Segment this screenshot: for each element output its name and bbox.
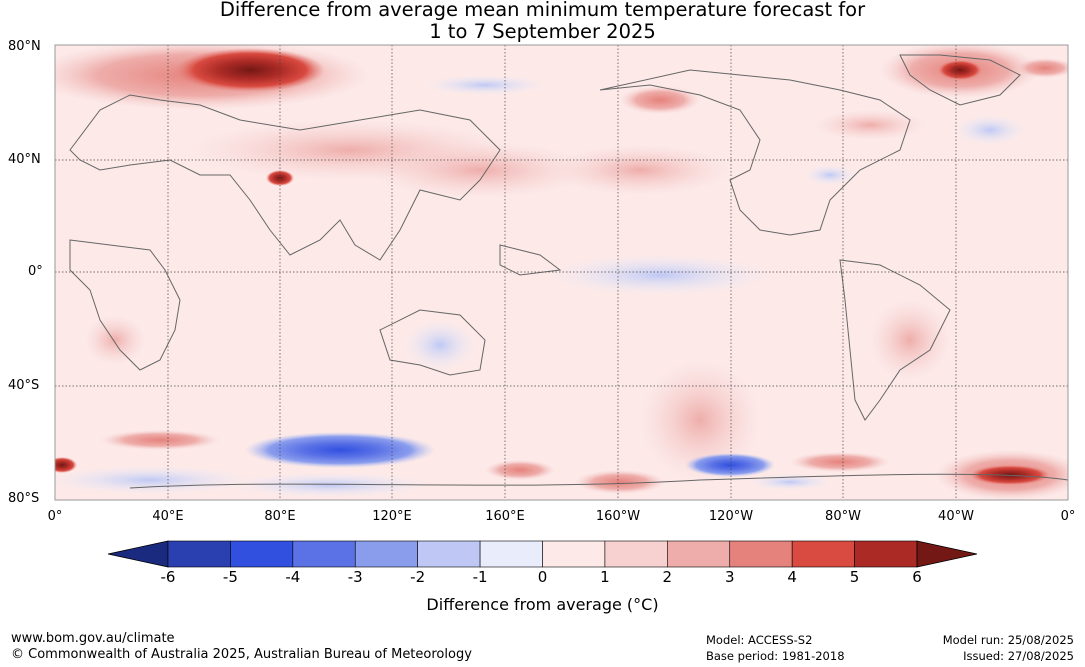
- colorbar-segment: [667, 540, 731, 568]
- lon-label-40w: 40°W: [938, 509, 974, 524]
- lon-label-80w: 80°W: [825, 509, 861, 524]
- footer-model-run: Model run: 25/08/2025: [942, 633, 1074, 647]
- lon-label-120e: 120°E: [372, 509, 412, 524]
- lat-label-40n: 40°N: [8, 152, 41, 167]
- lon-label-160e: 160°E: [485, 509, 525, 524]
- colorbar-label: Difference from average (°C): [426, 595, 659, 614]
- footer-base-period: Base period: 1981-2018: [706, 649, 845, 663]
- lon-label-40e: 40°E: [152, 509, 184, 524]
- anomaly-field: [55, 45, 1068, 500]
- map-frame: [54, 44, 1069, 501]
- colorbar-tick-label: -6: [160, 568, 176, 586]
- lat-label-80n: 80°N: [8, 39, 41, 54]
- colorbar-tick-label: 3: [724, 568, 735, 586]
- colorbar-tick-label: -1: [472, 568, 488, 586]
- colorbar-tick-label: 2: [662, 568, 673, 586]
- colorbar-segment: [791, 540, 855, 568]
- colorbar-segment: [292, 540, 356, 568]
- colorbar-segment: [354, 540, 418, 568]
- colorbar-segment: [479, 540, 543, 568]
- colorbar-segment: [230, 540, 294, 568]
- graticule: [55, 45, 1068, 500]
- chart-title-line-2: 1 to 7 September 2025: [429, 20, 656, 43]
- colorbar-segment: [854, 540, 918, 568]
- lat-label-0: 0°: [28, 264, 43, 279]
- colorbar-tick-label: -2: [410, 568, 426, 586]
- colorbar-tick-label: 5: [849, 568, 860, 586]
- colorbar-arrow-high: [916, 540, 978, 568]
- colorbar-tick-label: 0: [537, 568, 548, 586]
- lon-label-0-left: 0°: [47, 509, 63, 524]
- footer-model: Model: ACCESS-S2: [706, 633, 813, 647]
- colorbar-tick-label: -4: [285, 568, 301, 586]
- colorbar-tick-label: -3: [347, 568, 363, 586]
- colorbar-tick-label: 1: [600, 568, 610, 586]
- footer-url: www.bom.gov.au/climate: [11, 631, 175, 646]
- colorbar-tick-label: -5: [222, 568, 238, 586]
- colorbar-tick-label: 4: [787, 568, 797, 586]
- colorbar-segment: [542, 540, 606, 568]
- lon-label-80e: 80°E: [264, 509, 296, 524]
- footer-issued: Issued: 27/08/2025: [963, 649, 1074, 663]
- coastlines: [69, 54, 1068, 489]
- colorbar-segment: [604, 540, 668, 568]
- lat-label-40s: 40°S: [8, 378, 40, 393]
- chart-title-line-1: Difference from average mean minimum tem…: [219, 0, 866, 21]
- footer-copyright: © Commonwealth of Australia 2025, Austra…: [11, 647, 472, 662]
- colorbar-arrow-low: [107, 540, 169, 568]
- colorbar-segment: [729, 540, 793, 568]
- lat-label-80s: 80°S: [8, 491, 40, 506]
- lon-label-120w: 120°W: [708, 509, 754, 524]
- colorbar-tick-label: 6: [912, 568, 922, 586]
- colorbar-segment: [417, 540, 481, 568]
- colorbar-segment: [167, 540, 231, 568]
- lon-label-160w: 160°W: [595, 509, 641, 524]
- lon-label-0-right: 0°: [1060, 509, 1076, 524]
